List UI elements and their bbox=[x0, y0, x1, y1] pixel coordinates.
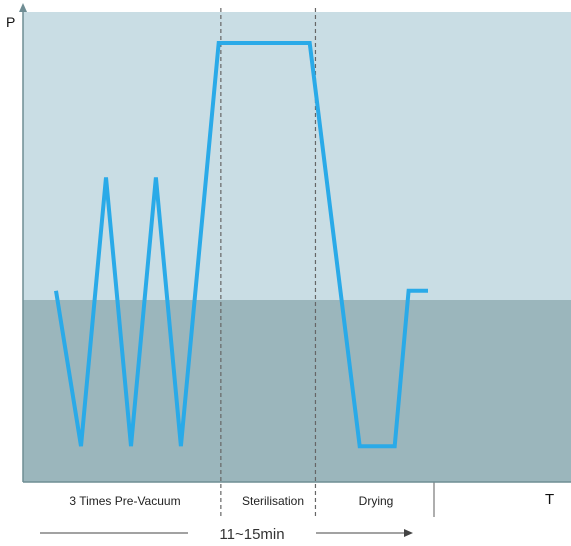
phase-label-3: Drying bbox=[359, 494, 394, 508]
pressure-series-line bbox=[54, 41, 428, 449]
y-axis-label: P bbox=[6, 14, 15, 30]
duration-label: 11~15min bbox=[219, 526, 284, 543]
x-axis-label: T bbox=[545, 491, 554, 508]
phase-label-2: Sterilisation bbox=[242, 494, 304, 508]
duration-arrow-icon bbox=[404, 529, 413, 537]
phase-label-1: 3 Times Pre-Vacuum bbox=[69, 494, 180, 508]
lower-pressure-band bbox=[23, 300, 571, 482]
upper-pressure-band bbox=[23, 12, 571, 300]
y-axis-arrow-icon bbox=[19, 3, 27, 12]
